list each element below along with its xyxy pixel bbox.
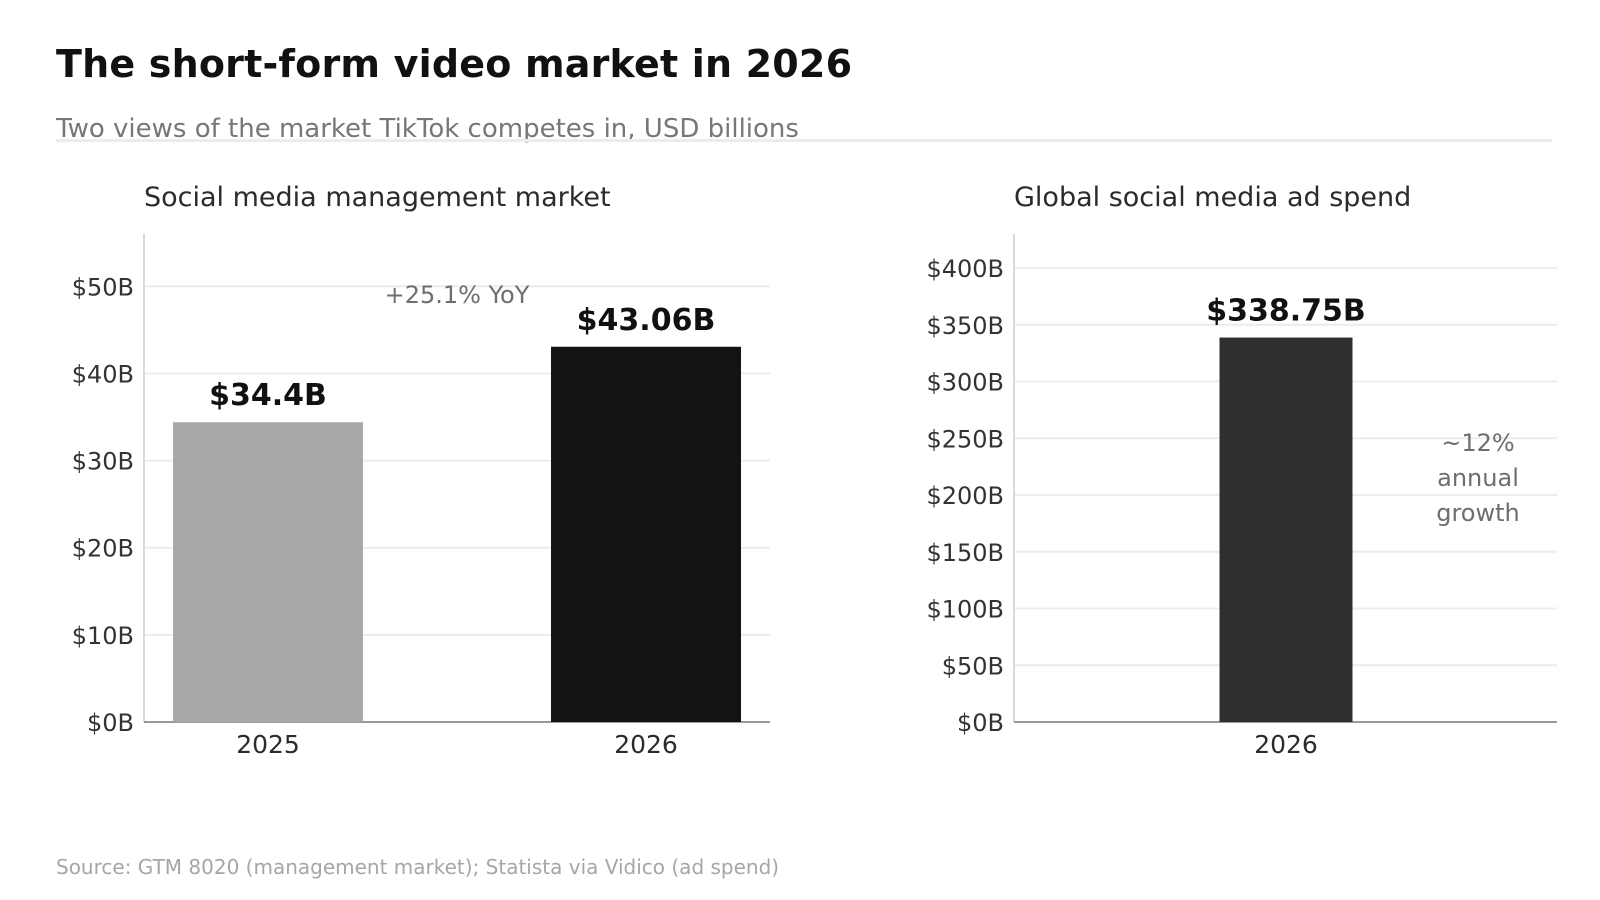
chart-1-bar-2026 [1219, 337, 1353, 722]
chart-1-y-tick-label: $200B [926, 482, 1004, 510]
chart-0-y-tick-label: $0B [87, 709, 134, 737]
chart-0-value-label: $43.06B [577, 303, 716, 338]
chart-0-title: Social media management market [144, 182, 611, 213]
source-note: Source: GTM 8020 (management market); St… [56, 855, 780, 879]
chart-0-x-tick-label: 2026 [614, 730, 678, 759]
chart-0-x-tick-label: 2025 [236, 730, 300, 759]
chart-1-y-tick-label: $150B [926, 539, 1004, 567]
chart-0-y-tick-label: $10B [72, 622, 134, 650]
chart-1-annotation: growth [1436, 499, 1520, 527]
chart-0-y-tick-label: $50B [72, 273, 134, 301]
page-title: The short-form video market in 2026 [56, 42, 853, 86]
chart-1-y-tick-label: $50B [942, 652, 1004, 680]
chart-1-y-tick-label: $350B [926, 312, 1004, 340]
chart-0-annotation: +25.1% YoY [385, 281, 530, 309]
chart-0-y-tick-label: $30B [72, 448, 134, 476]
chart-1-annotation: ~12% [1441, 429, 1514, 457]
chart-1-x-tick-label: 2026 [1254, 730, 1318, 759]
chart-1-y-tick-label: $0B [957, 709, 1004, 737]
chart-1-value-label: $338.75B [1206, 294, 1366, 329]
header-divider [56, 139, 1552, 142]
chart-1-y-tick-label: $250B [926, 425, 1004, 453]
chart-1-annotation: annual [1437, 464, 1519, 492]
chart-1-y-tick-label: $400B [926, 255, 1004, 283]
chart-0-y-tick-label: $20B [72, 535, 134, 563]
chart-0-bar-2025 [173, 422, 363, 722]
chart-0-bar-2026 [551, 346, 741, 722]
chart-1-y-tick-label: $300B [926, 369, 1004, 397]
chart-1-title: Global social media ad spend [1014, 182, 1411, 213]
chart-0-value-label: $34.4B [209, 378, 327, 413]
chart-0-y-tick-label: $40B [72, 360, 134, 388]
chart-1-y-tick-label: $100B [926, 596, 1004, 624]
